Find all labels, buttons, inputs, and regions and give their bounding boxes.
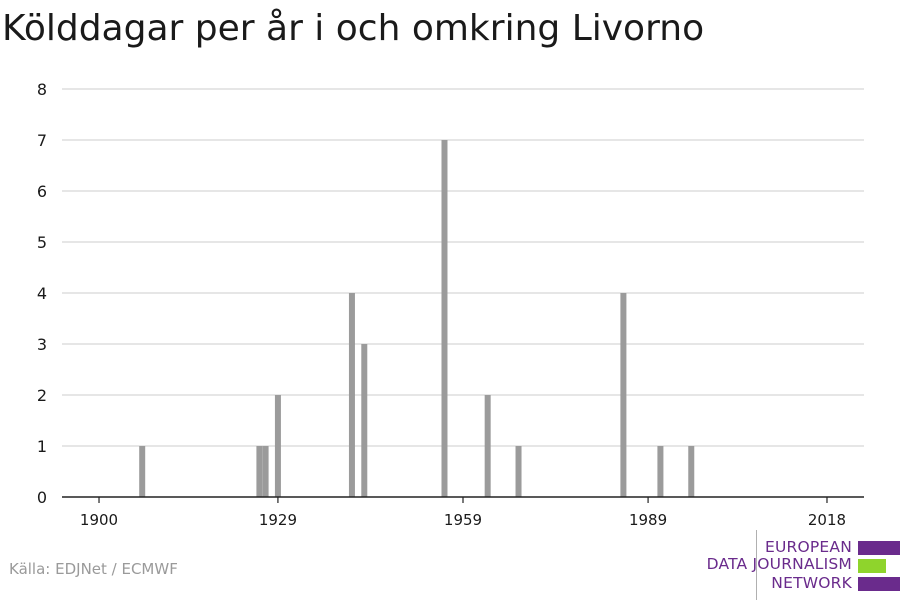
logo-line-network: NETWORK [771,574,852,592]
y-tick-label: 6 [37,182,47,201]
x-tick-label: 1900 [80,511,118,529]
x-tick-label: 2018 [808,511,846,529]
logo-divider [756,530,757,600]
y-tick-label: 4 [37,284,47,303]
bar-1926[interactable] [256,446,263,497]
bars [139,140,695,497]
bar-1991[interactable] [657,446,664,497]
bar-1929[interactable] [274,395,281,497]
chart-title: Kölddagar per år i och omkring Livorno [2,8,705,49]
y-tick-label: 1 [37,437,47,456]
logo-bar-purple-bottom [858,577,900,591]
logo-line-data-journalism: DATA JOURNALISM [706,555,852,573]
bar-1943[interactable] [361,344,368,497]
y-tick-label: 8 [37,80,47,99]
gridlines [62,88,864,447]
axes: 0 1 2 3 4 5 6 7 8 1900 1929 1959 1989 2018 [37,80,864,529]
y-tick-label: 2 [37,386,47,405]
y-tick-label: 7 [37,131,47,150]
y-tick-label: 3 [37,335,47,354]
logo-bar-green [858,559,886,573]
logo-line-european: EUROPEAN [764,538,852,556]
x-tick-label: 1989 [629,511,667,529]
bar-1907[interactable] [139,446,146,497]
bar-1996[interactable] [688,446,695,497]
bar-1985[interactable] [620,293,627,497]
y-tick-label: 0 [37,488,47,507]
bar-1968[interactable] [515,446,522,497]
x-tick-label: 1929 [259,511,297,529]
bar-1941[interactable] [348,293,355,497]
y-tick-label: 5 [37,233,47,252]
bar-1956[interactable] [441,140,448,497]
bar-1963[interactable] [484,395,491,497]
logo-bar-purple-top [858,541,900,555]
bar-1927[interactable] [262,446,269,497]
x-tick-label: 1959 [444,511,482,529]
edjnet-logo[interactable]: EUROPEAN DATA JOURNALISM NETWORK [700,530,900,600]
source-note: Källa: EDJNet / ECMWF [9,560,178,578]
